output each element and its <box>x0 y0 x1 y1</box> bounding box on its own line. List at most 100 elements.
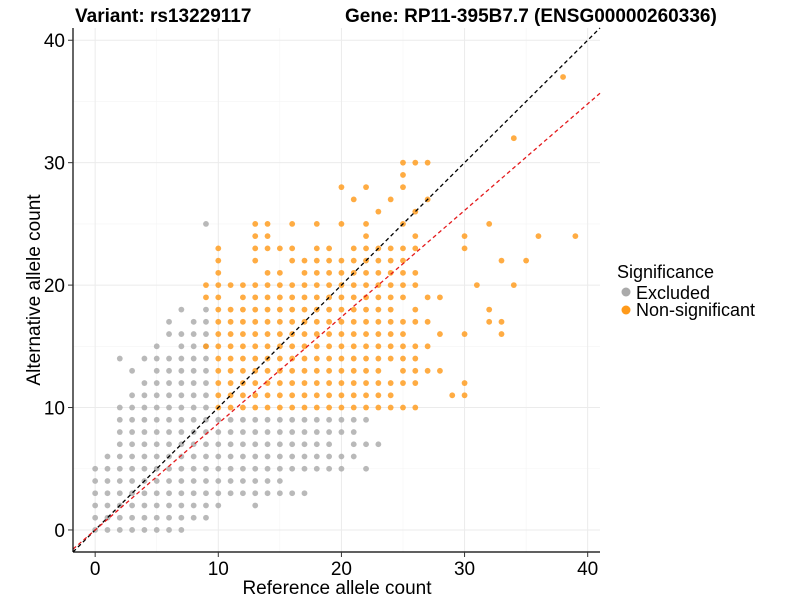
point-excluded <box>227 465 234 472</box>
point-non-significant <box>363 392 369 399</box>
point-excluded <box>203 331 209 337</box>
point-non-significant <box>264 245 271 252</box>
point-excluded <box>338 416 345 423</box>
point-non-significant <box>350 404 357 411</box>
point-non-significant <box>375 306 382 313</box>
point-non-significant <box>276 306 283 313</box>
point-excluded <box>166 392 172 399</box>
point-excluded <box>104 527 111 533</box>
point-excluded <box>190 367 197 374</box>
point-non-significant <box>215 257 222 264</box>
point-non-significant <box>400 294 406 301</box>
point-excluded <box>326 465 333 472</box>
point-non-significant <box>313 392 320 399</box>
point-non-significant <box>289 404 296 411</box>
reference-lines <box>72 27 601 553</box>
legend-title: Significance <box>617 262 714 282</box>
point-non-significant <box>313 318 320 325</box>
point-non-significant <box>276 392 283 399</box>
point-excluded <box>116 429 123 435</box>
point-non-significant <box>313 245 320 252</box>
point-non-significant <box>350 331 357 337</box>
point-excluded <box>203 502 209 509</box>
point-non-significant <box>400 257 406 264</box>
point-excluded <box>326 416 333 423</box>
point-non-significant <box>350 294 357 301</box>
point-excluded <box>116 527 123 533</box>
point-non-significant <box>350 257 357 264</box>
point-non-significant <box>400 269 406 276</box>
point-excluded <box>203 306 209 313</box>
point-excluded <box>264 453 271 460</box>
point-non-significant <box>264 294 271 301</box>
point-excluded <box>153 514 160 521</box>
point-non-significant <box>289 245 296 252</box>
point-non-significant <box>252 294 259 301</box>
point-excluded <box>338 465 345 472</box>
point-non-significant <box>289 257 296 264</box>
point-non-significant <box>326 306 333 313</box>
point-excluded <box>203 465 209 472</box>
points <box>92 74 579 533</box>
axes: 0 10 20 30 40 0 10 20 30 40 <box>44 28 600 580</box>
point-excluded <box>215 490 222 497</box>
point-excluded <box>129 404 136 411</box>
point-excluded <box>153 416 160 423</box>
point-non-significant <box>363 233 369 240</box>
point-excluded <box>301 429 308 435</box>
point-excluded <box>190 392 197 399</box>
point-non-significant <box>387 306 394 313</box>
point-non-significant <box>400 172 406 178</box>
point-excluded <box>141 429 148 435</box>
point-excluded <box>153 343 160 350</box>
point-non-significant <box>240 404 246 411</box>
point-excluded <box>141 355 148 362</box>
point-non-significant <box>203 294 209 301</box>
point-excluded <box>166 465 172 472</box>
point-non-significant <box>264 404 271 411</box>
point-non-significant <box>350 355 357 362</box>
point-excluded <box>301 465 308 472</box>
point-excluded <box>363 441 369 448</box>
point-excluded <box>129 367 136 374</box>
point-non-significant <box>252 355 259 362</box>
point-non-significant <box>264 306 271 313</box>
point-excluded <box>104 478 111 484</box>
point-non-significant <box>350 306 357 313</box>
point-excluded <box>190 318 197 325</box>
point-non-significant <box>387 269 394 276</box>
point-non-significant <box>326 343 333 350</box>
point-non-significant <box>215 392 222 399</box>
point-excluded <box>104 502 111 509</box>
point-excluded <box>264 416 271 423</box>
point-non-significant <box>240 282 246 288</box>
point-non-significant <box>301 282 308 288</box>
point-excluded <box>215 453 222 460</box>
point-non-significant <box>461 233 468 240</box>
x-tick-label: 10 <box>208 559 229 580</box>
point-non-significant <box>387 355 394 362</box>
y-tick-label: 30 <box>44 154 65 175</box>
point-excluded <box>240 441 246 448</box>
point-excluded <box>301 490 308 497</box>
point-non-significant <box>375 355 382 362</box>
point-non-significant <box>289 380 296 386</box>
point-excluded <box>116 404 123 411</box>
point-non-significant <box>313 404 320 411</box>
y-tick-label: 10 <box>44 399 65 420</box>
point-non-significant <box>301 343 308 350</box>
point-non-significant <box>363 220 369 227</box>
point-excluded <box>252 502 259 509</box>
point-non-significant <box>387 343 394 350</box>
point-excluded <box>190 331 197 337</box>
point-non-significant <box>240 392 246 399</box>
point-non-significant <box>289 306 296 313</box>
point-non-significant <box>375 257 382 264</box>
point-excluded <box>178 331 185 337</box>
point-excluded <box>129 502 136 509</box>
point-non-significant <box>227 380 234 386</box>
point-non-significant <box>326 367 333 374</box>
point-excluded <box>178 404 185 411</box>
point-excluded <box>215 416 222 423</box>
point-non-significant <box>424 294 431 301</box>
